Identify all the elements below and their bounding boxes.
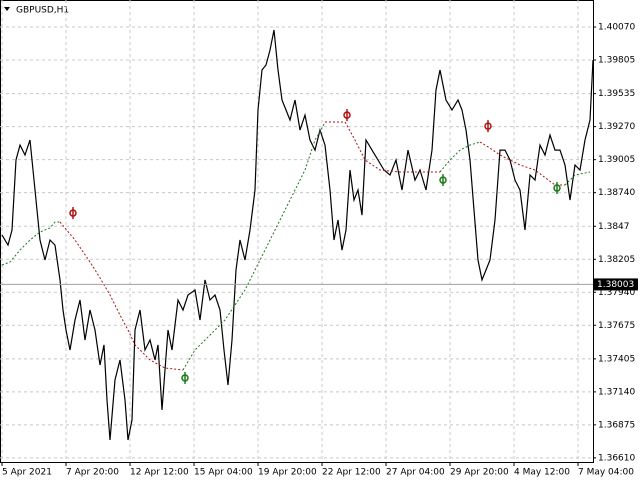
stop-line	[479, 141, 565, 186]
y-tick-label: 1.36610	[598, 453, 635, 463]
signal	[343, 109, 351, 122]
stop-line	[182, 121, 326, 371]
x-tick-label: 4 May 12:00	[514, 468, 570, 478]
stop-line	[439, 141, 481, 173]
y-tick-label: 1.37940	[598, 288, 635, 298]
y-tick-label: 1.37140	[598, 387, 635, 397]
y-tick-label: 1.40070	[598, 23, 635, 33]
x-tick-label: 7 Apr 20:00	[66, 468, 119, 478]
price-line	[1, 29, 594, 441]
signal	[181, 371, 189, 384]
stop-line	[325, 121, 440, 173]
signal	[553, 182, 561, 195]
y-tick-label: 1.38740	[598, 188, 635, 198]
x-tick-label: 27 Apr 04:00	[386, 468, 445, 478]
y-tick-label: 1.39535	[598, 89, 635, 99]
x-tick-label: 5 Apr 2021	[2, 468, 52, 478]
chart-title: GBPUSD,H1	[16, 6, 69, 16]
stop-line	[59, 221, 184, 371]
signal	[69, 207, 77, 220]
signal	[439, 174, 447, 187]
y-tick-label: 1.38205	[598, 255, 635, 265]
y-tick-label: 1.37675	[598, 321, 635, 331]
x-tick-label: 19 Apr 20:00	[258, 468, 317, 478]
x-tick-label: 22 Apr 12:00	[322, 468, 381, 478]
last-price-label: 1.38003	[597, 280, 634, 290]
x-tick-label: 15 Apr 04:00	[194, 468, 253, 478]
y-tick-label: 1.39270	[598, 122, 635, 132]
x-tick-label: 29 Apr 20:00	[450, 468, 509, 478]
stop-line	[564, 171, 591, 186]
y-tick-label: 1.37405	[598, 354, 635, 364]
x-tick-label: 12 Apr 12:00	[130, 468, 189, 478]
y-tick-label: 1.3847	[598, 222, 630, 232]
plot-frame	[0, 0, 594, 463]
x-tick-label: 7 May 04:00	[578, 468, 634, 478]
last-price-box	[594, 278, 638, 291]
y-tick-label: 1.39005	[598, 155, 635, 165]
menu-arrow[interactable]	[4, 7, 10, 11]
y-tick-label: 1.36875	[598, 420, 635, 430]
stop-line	[1, 221, 60, 266]
signal	[484, 120, 492, 133]
y-tick-label: 1.39805	[598, 56, 635, 66]
